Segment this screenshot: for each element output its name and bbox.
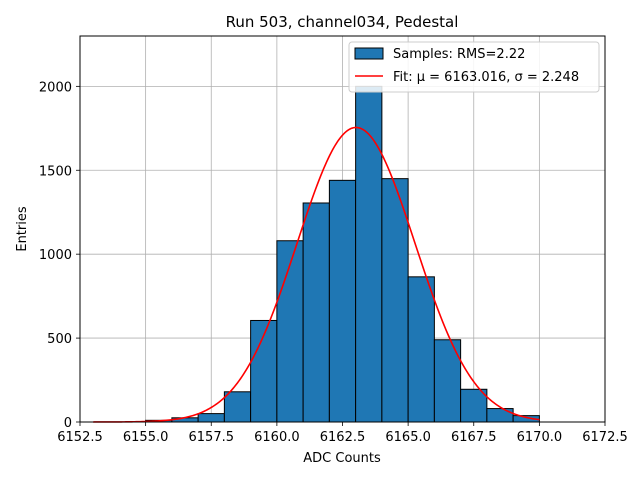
histogram-bars — [145, 85, 540, 423]
histogram-bar — [328, 179, 357, 423]
histogram-bar — [460, 388, 488, 423]
x-tick-label: 6165.0 — [385, 430, 431, 445]
histogram-bar — [486, 408, 514, 423]
histogram-bar — [381, 178, 409, 423]
x-tick-label: 6167.5 — [451, 430, 497, 445]
y-axis-label: Entries — [15, 206, 30, 252]
chart-title: Run 503, channel034, Pedestal — [226, 13, 459, 31]
histogram-bar — [355, 85, 383, 423]
histogram-bar — [223, 391, 252, 423]
y-tick-label: 0 — [64, 416, 72, 431]
fit-curve-group — [93, 126, 540, 423]
x-tick-label: 6152.5 — [57, 430, 103, 445]
x-tick-label: 6162.5 — [320, 430, 366, 445]
legend-label-fit: Fit: μ = 6163.016, σ = 2.248 — [393, 70, 579, 85]
histogram-bar — [302, 202, 330, 423]
x-tick-label: 6160.0 — [254, 430, 300, 445]
legend-box — [348, 41, 600, 93]
x-axis-label: ADC Counts — [303, 451, 381, 466]
y-tick-label: 2000 — [39, 80, 72, 95]
x-tick-label: 6170.0 — [517, 430, 563, 445]
legend-swatch-samples — [354, 47, 384, 60]
x-tick-label: 6155.0 — [123, 430, 169, 445]
x-tick-label: 6157.5 — [189, 430, 235, 445]
x-tick-label: 6172.5 — [582, 430, 628, 445]
y-tick-label: 500 — [47, 332, 72, 347]
legend: Samples: RMS=2.22 Fit: μ = 6163.016, σ =… — [348, 41, 600, 93]
histogram-bar — [407, 276, 435, 423]
axis-ticks: 6152.5 6155.0 6157.5 6160.0 6162.5 6165.0 6167… — [39, 80, 628, 445]
y-tick-label: 1000 — [39, 248, 72, 263]
y-tick-label: 1500 — [39, 164, 72, 179]
histogram-bar — [197, 413, 225, 423]
histogram-bar — [276, 240, 304, 423]
legend-label-samples: Samples: RMS=2.22 — [393, 47, 525, 62]
fit-curve — [93, 126, 540, 423]
